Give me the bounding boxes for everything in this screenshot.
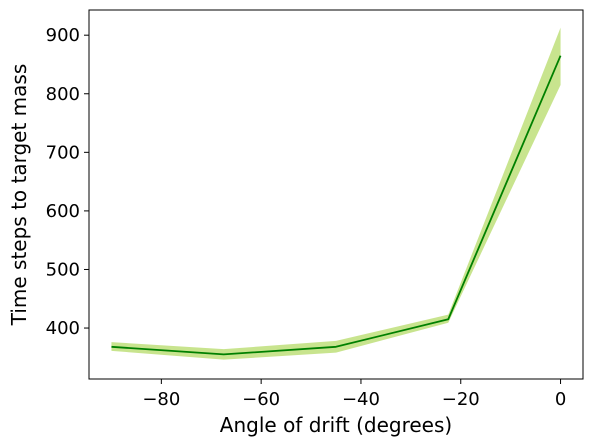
x-axis: −80 −60 −40 −20 0 bbox=[142, 379, 566, 410]
x-tick-label: −80 bbox=[142, 389, 180, 410]
y-tick-label: 700 bbox=[46, 142, 80, 163]
x-axis-label: Angle of drift (degrees) bbox=[220, 413, 452, 437]
axes-frame bbox=[88, 9, 584, 380]
y-tick-label: 800 bbox=[46, 84, 80, 105]
plot-area bbox=[111, 27, 562, 360]
x-tick-label: −20 bbox=[442, 389, 480, 410]
y-tick-label: 400 bbox=[46, 318, 80, 339]
y-tick-label: 600 bbox=[46, 201, 80, 222]
x-tick-label: −60 bbox=[242, 389, 280, 410]
x-tick-label: −40 bbox=[342, 389, 380, 410]
confidence-band bbox=[111, 27, 561, 360]
y-tick-label: 500 bbox=[46, 259, 80, 280]
y-tick-label: 900 bbox=[46, 25, 80, 46]
y-axis: 400 500 600 700 800 900 bbox=[46, 25, 89, 339]
y-axis-label: Time steps to target mass bbox=[7, 64, 31, 327]
x-tick-label: 0 bbox=[555, 389, 566, 410]
